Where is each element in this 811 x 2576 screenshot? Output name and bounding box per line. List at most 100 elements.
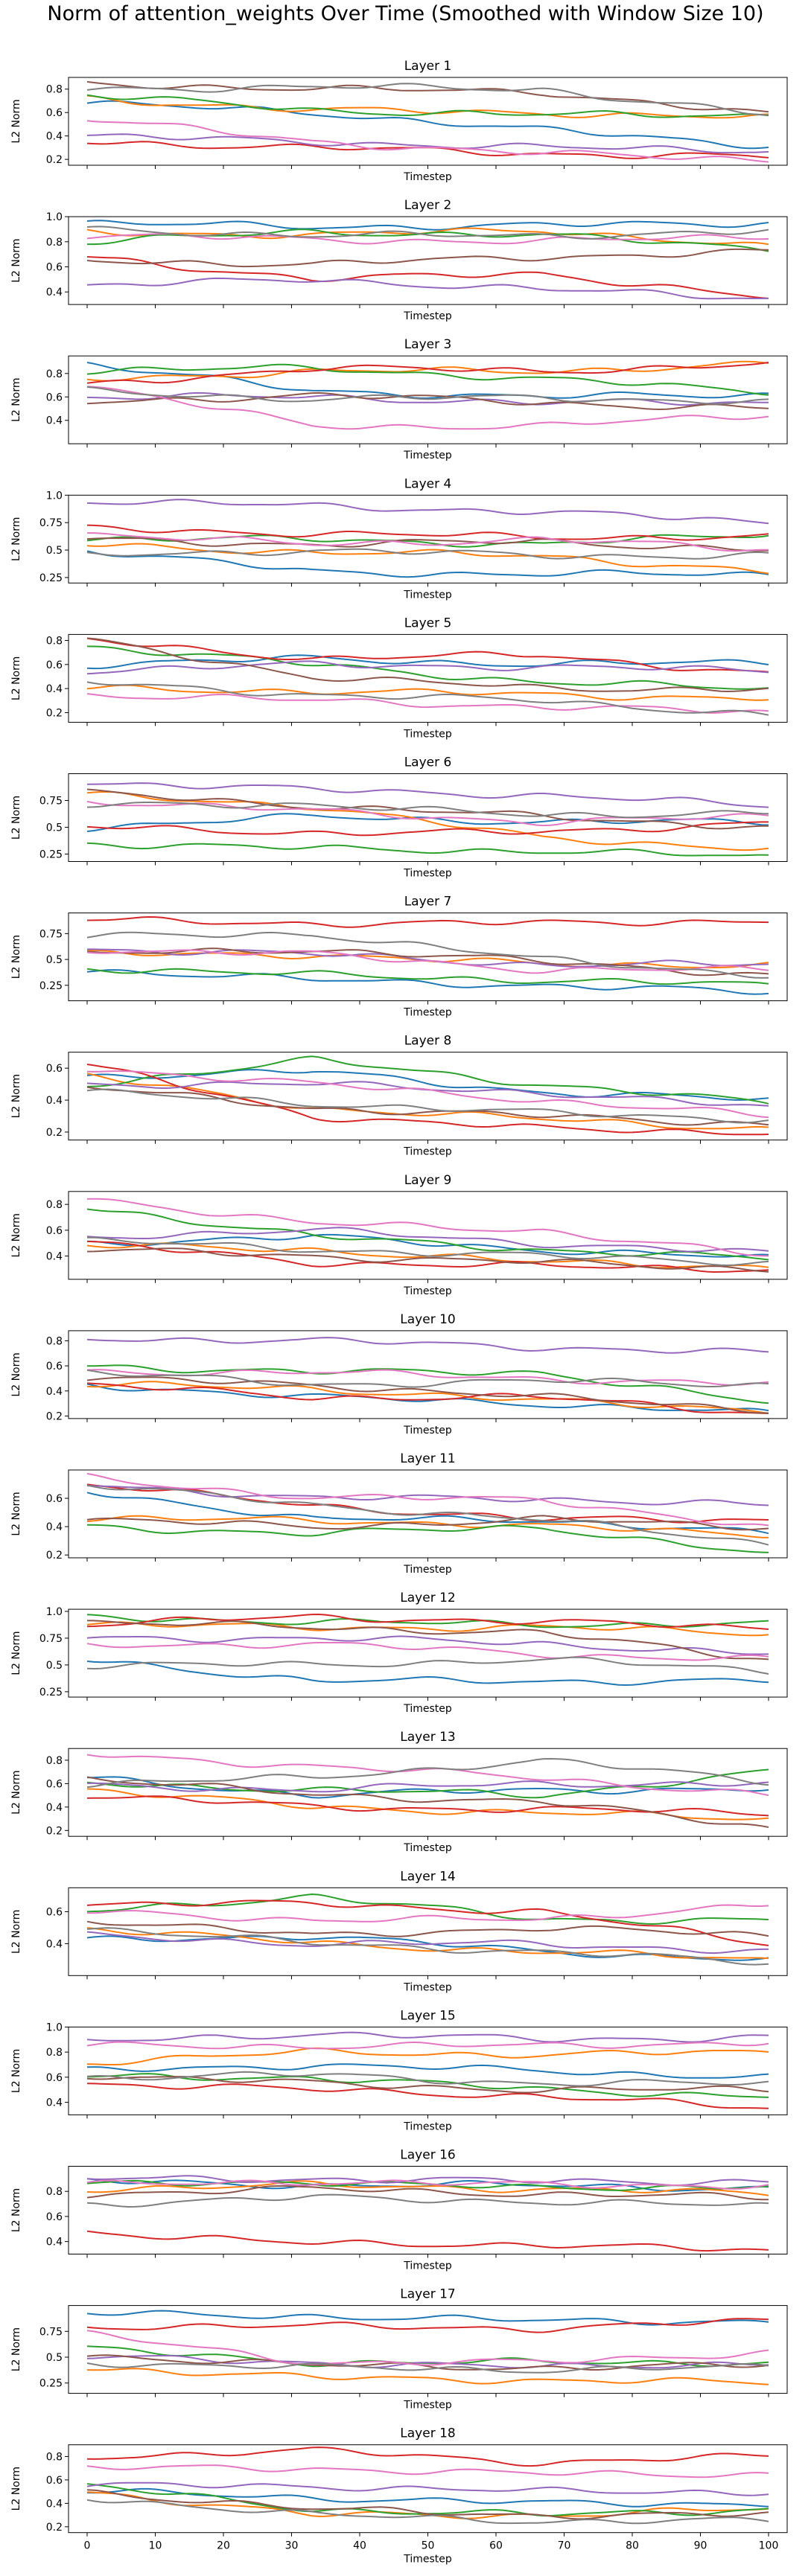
series-line-3	[86, 842, 769, 857]
series-line-2	[86, 684, 769, 701]
x-axis-label: Timestep	[403, 171, 452, 183]
series-line-8	[87, 1236, 769, 1267]
series-line-4	[86, 821, 769, 837]
series-line-4	[86, 361, 769, 384]
series-line-6	[86, 1086, 769, 1126]
series-line-7	[86, 2330, 769, 2366]
series-line-7	[86, 1754, 769, 1797]
panel-title: Layer 10	[400, 1312, 455, 1327]
x-axis-label: Timestep	[403, 1703, 452, 1715]
panel-title: Layer 7	[404, 895, 452, 910]
y-axis-label: L2 Norm	[10, 99, 22, 143]
y-axis-label: L2 Norm	[10, 935, 22, 979]
series-line-7	[86, 120, 769, 163]
y-tick-label: 0.2	[46, 1127, 63, 1139]
series-line-5	[86, 133, 769, 154]
figure-title: Norm of attention_weights Over Time (Smo…	[47, 2, 764, 25]
y-tick-label: 0.75	[39, 795, 63, 807]
x-tick-label: 0	[84, 2540, 91, 2552]
series-line-7	[87, 532, 769, 552]
series-line-7	[86, 693, 769, 714]
series-line-8	[86, 1927, 769, 1966]
y-axis-label: L2 Norm	[10, 1213, 22, 1257]
series-line-8	[86, 226, 769, 240]
y-tick-label: 0.8	[46, 1755, 63, 1767]
series-line-5	[86, 1485, 769, 1506]
y-tick-label: 0.4	[46, 1938, 63, 1950]
series-line-3	[86, 2073, 769, 2098]
series-line-2	[86, 95, 769, 119]
y-tick-label: 0.8	[46, 237, 63, 249]
y-axis-label: L2 Norm	[10, 238, 22, 282]
y-tick-label: 0.6	[46, 1493, 63, 1505]
series-line-2	[86, 543, 769, 575]
y-axis-label: L2 Norm	[10, 1910, 22, 1954]
y-tick-label: 0.4	[46, 2498, 63, 2510]
panel-title: Layer 13	[400, 1730, 455, 1745]
series-line-4	[86, 915, 769, 928]
y-tick-label: 0.6	[46, 2211, 63, 2223]
series-line-8	[86, 2499, 769, 2525]
y-tick-label: 0.6	[46, 2072, 63, 2084]
y-tick-label: 1.0	[46, 2022, 63, 2033]
x-axis-label: Timestep	[403, 450, 452, 461]
series-line-4	[86, 524, 769, 541]
series-line-5	[86, 2031, 769, 2043]
y-tick-label: 0.8	[46, 2186, 63, 2198]
y-tick-label: 0.75	[39, 2326, 63, 2338]
y-tick-label: 0.2	[46, 154, 63, 166]
series-line-3	[86, 645, 769, 690]
series-line-8	[86, 2362, 769, 2374]
y-tick-label: 0.2	[46, 1550, 63, 1562]
series-line-2	[86, 2368, 769, 2385]
series-line-6	[86, 788, 769, 830]
series-line-1	[86, 1776, 769, 1799]
series-line-8	[86, 2071, 769, 2087]
x-axis-label: Timestep	[403, 728, 452, 740]
series-line-6	[86, 2185, 769, 2201]
series-line-1	[86, 1661, 769, 1687]
y-tick-label: 0.75	[39, 1633, 63, 1645]
panel-title: Layer 11	[400, 1451, 455, 1466]
series-line-1	[86, 1233, 769, 1258]
x-tick-label: 10	[149, 2540, 162, 2552]
y-tick-label: 0.5	[46, 954, 63, 966]
y-axis-label: L2 Norm	[10, 2467, 22, 2511]
x-axis-label: Timestep	[403, 1564, 452, 1576]
panel-title: Layer 12	[400, 1591, 455, 1605]
y-tick-label: 0.4	[46, 287, 63, 298]
y-tick-label: 0.4	[46, 2097, 63, 2109]
series-line-6	[86, 2489, 769, 2520]
y-tick-label: 0.6	[46, 1778, 63, 1790]
y-tick-label: 0.8	[46, 1335, 63, 1347]
y-tick-label: 0.25	[39, 980, 63, 992]
x-tick-label: 50	[422, 2540, 435, 2552]
series-line-5	[86, 277, 769, 300]
panel-title: Layer 17	[400, 2287, 455, 2302]
series-line-4	[86, 1382, 769, 1414]
y-tick-label: 0.4	[46, 1802, 63, 1814]
series-line-4	[86, 1240, 769, 1273]
y-axis-label: L2 Norm	[10, 378, 22, 422]
y-tick-label: 0.6	[46, 1063, 63, 1075]
y-tick-label: 0.2	[46, 1825, 63, 1837]
series-line-1	[86, 100, 769, 150]
x-axis-label: Timestep	[403, 310, 452, 322]
y-tick-label: 0.6	[46, 1225, 63, 1237]
series-line-6	[86, 1247, 769, 1273]
series-line-1	[86, 220, 769, 231]
y-tick-label: 0.4	[46, 131, 63, 143]
y-tick-label: 0.8	[46, 84, 63, 96]
series-line-5	[86, 2481, 769, 2496]
series-line-4	[86, 2446, 769, 2467]
y-tick-label: 0.5	[46, 1660, 63, 1672]
series-line-1	[86, 1069, 769, 1101]
series-line-2	[86, 790, 769, 851]
x-tick-label: 30	[285, 2540, 299, 2552]
series-line-1	[86, 550, 769, 578]
series-line-5	[86, 1337, 769, 1354]
y-axis-label: L2 Norm	[10, 2049, 22, 2093]
y-tick-label: 0.4	[46, 1521, 63, 1533]
y-tick-label: 1.0	[46, 211, 63, 223]
y-axis-label: L2 Norm	[10, 1771, 22, 1815]
